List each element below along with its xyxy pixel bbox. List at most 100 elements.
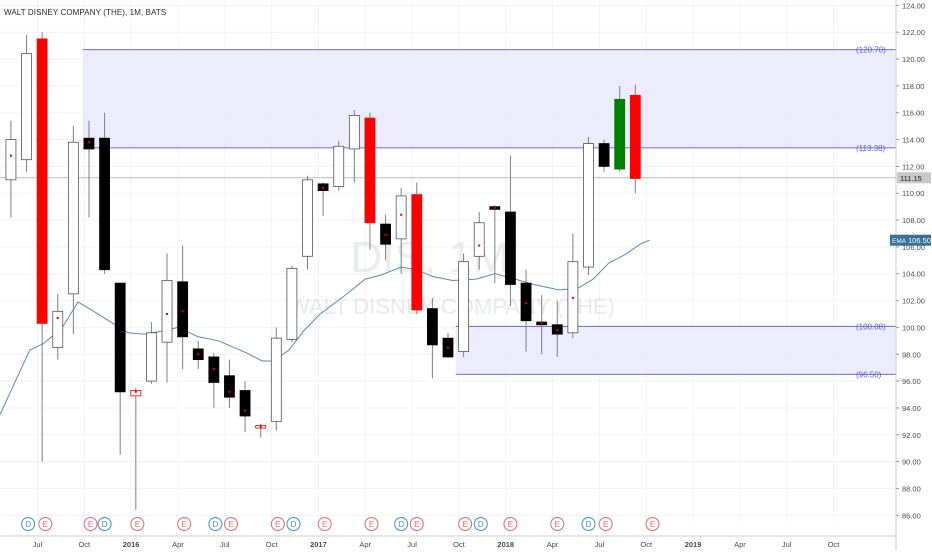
earnings-marker-label: E <box>462 520 467 529</box>
candle <box>458 253 470 357</box>
candle-marker <box>493 206 496 209</box>
earnings-marker-circle <box>364 517 379 531</box>
earnings-marker: E <box>645 517 660 531</box>
candle <box>255 424 267 438</box>
earnings-marker-circle <box>317 517 332 531</box>
ema-indicator <box>0 239 650 415</box>
x-tick-label: 2018 <box>497 540 514 549</box>
candle <box>395 187 407 274</box>
candle-marker <box>447 346 449 349</box>
x-tick-label: 2016 <box>123 540 140 549</box>
candle-body <box>411 194 423 311</box>
upper-zone-top-label: (120.70) <box>856 46 886 55</box>
x-tick-label: Oct <box>640 540 653 549</box>
earnings-marker-label: E <box>135 520 140 529</box>
x-tick-label: Apr <box>359 540 371 549</box>
last-price-label: 111.15 <box>900 174 922 183</box>
candle-body <box>52 310 64 348</box>
candle-body <box>395 195 407 240</box>
dividend-marker-circle <box>208 517 223 531</box>
dividend-marker-circle <box>394 517 409 531</box>
candle-body <box>458 261 470 352</box>
candle <box>380 214 391 261</box>
y-tick-label: 114.00 <box>902 136 924 145</box>
dividend-marker: D <box>473 517 488 531</box>
candle-body <box>583 143 594 268</box>
earnings-marker-label: E <box>369 520 374 529</box>
earnings-marker-circle <box>177 517 192 531</box>
y-tick-label: 122.00 <box>902 28 925 37</box>
candle <box>177 245 189 370</box>
x-tick-label: Oct <box>266 540 279 549</box>
candle <box>130 387 142 510</box>
candle <box>239 381 251 433</box>
earnings-marker-label: E <box>414 520 419 529</box>
candle-body <box>364 117 376 224</box>
earnings-marker: E <box>270 517 285 531</box>
candle <box>614 85 626 172</box>
earnings-marker: E <box>224 517 239 531</box>
candle-body <box>146 332 157 382</box>
ema-badge-name: EMA <box>892 238 907 245</box>
candle-body <box>270 337 282 422</box>
earnings-marker-label: E <box>603 520 608 529</box>
candle-body <box>348 115 360 150</box>
earnings-marker: E <box>38 517 53 531</box>
y-tick-label: 108.00 <box>902 216 925 225</box>
candle-marker <box>322 186 325 189</box>
candle <box>114 282 126 455</box>
candle-body <box>473 222 485 257</box>
price-zones: (120.70) (113.38) (100.08) (96.50) <box>0 46 897 379</box>
last-price-badge <box>897 172 931 184</box>
y-tick-label: 100.00 <box>902 323 925 332</box>
candle-marker <box>259 425 262 428</box>
y-tick-label: 92.00 <box>902 431 921 440</box>
candle <box>551 300 563 357</box>
y-tick-label: 102.00 <box>902 297 925 306</box>
earnings-marker-label: E <box>43 520 48 529</box>
earnings-marker-label: E <box>650 520 655 529</box>
candle-marker <box>9 154 12 157</box>
candle-body <box>130 390 142 397</box>
candle-marker <box>540 322 543 325</box>
candle <box>629 84 641 194</box>
y-axis: 86.00 88.00 90.00 92.00 94.00 96.00 98.00 100.0… <box>890 0 931 550</box>
candle <box>208 352 220 408</box>
ema-badge-value: 106.50 <box>908 236 931 245</box>
candle-marker <box>244 409 247 412</box>
x-axis: Jul Oct 2016 Apr Jul Oct 2017 Apr Jul Oct 2018 Apr J… <box>0 535 896 549</box>
earnings-marker-label: E <box>508 520 513 529</box>
earnings-marker-label: E <box>228 520 233 529</box>
earnings-marker: E <box>598 517 613 531</box>
candle <box>364 112 376 250</box>
candle-body <box>302 179 313 257</box>
earnings-marker: E <box>177 517 192 531</box>
x-tick-label: Jul <box>782 540 792 549</box>
dividend-marker-label: D <box>586 520 592 529</box>
dividend-marker-label: D <box>102 520 108 529</box>
y-tick-label: 94.00 <box>902 404 921 413</box>
candle-body <box>286 267 298 340</box>
y-tick-label: 118.00 <box>902 82 924 91</box>
candle-body <box>224 375 235 398</box>
y-tick-label: 106.00 <box>902 243 925 252</box>
candlestick-series <box>5 32 641 510</box>
candle <box>5 120 17 218</box>
candle-marker <box>181 310 184 313</box>
earnings-marker-circle <box>598 517 613 531</box>
candle-marker <box>197 353 200 356</box>
earnings-marker-circle <box>270 517 285 531</box>
x-tick-label: Oct <box>828 540 841 549</box>
dividend-marker-label: D <box>25 520 31 529</box>
y-tick-label: 104.00 <box>902 270 925 279</box>
lower-zone-bottom-label: (96.50) <box>856 370 882 379</box>
candle-body <box>5 139 17 181</box>
dividend-marker-label: D <box>213 520 219 529</box>
candle-body <box>21 53 32 161</box>
candle <box>583 136 594 276</box>
candle-marker <box>525 302 528 305</box>
dividend-marker-label: D <box>291 520 297 529</box>
candle <box>426 297 438 379</box>
